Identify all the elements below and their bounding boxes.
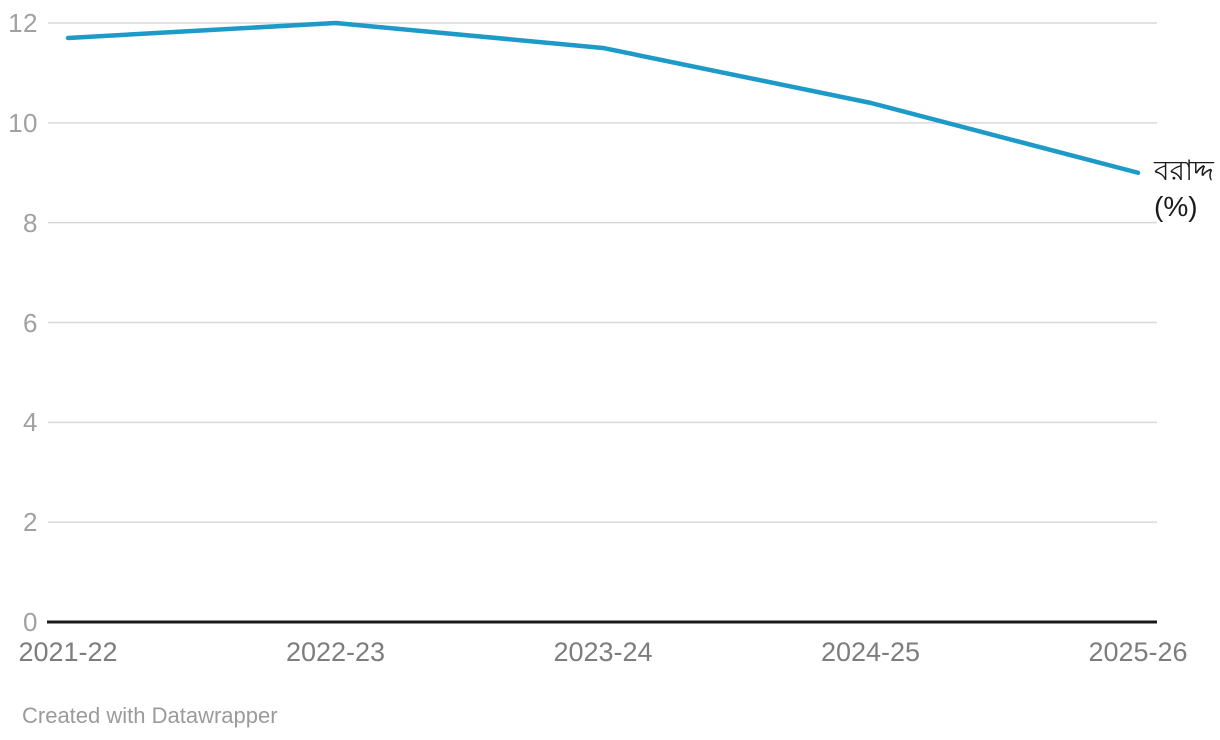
datawrapper-credit: Created with Datawrapper xyxy=(22,703,278,728)
series-label-unit: (%) xyxy=(1154,191,1198,222)
y-axis-tick-label: 6 xyxy=(23,307,38,338)
series-label: বরাদ্দ (%) xyxy=(1154,153,1214,225)
x-axis-tick-label: 2024-25 xyxy=(820,637,921,667)
x-axis-tick-label: 2025-26 xyxy=(1088,637,1188,667)
y-axis-tick-label: 0 xyxy=(23,607,38,637)
y-axis-tick-label: 12 xyxy=(8,8,38,38)
x-axis-tick-label: 2021-22 xyxy=(18,637,118,667)
x-axis-tick-label: 2022-23 xyxy=(285,637,386,667)
y-axis-tick-label: 8 xyxy=(23,207,38,238)
x-axis-tick-label: 2023-24 xyxy=(553,637,653,667)
y-axis-tick-label: 10 xyxy=(8,107,38,138)
y-axis-tick-label: 4 xyxy=(23,407,38,438)
series-line xyxy=(65,20,1141,175)
y-axis-tick-label: 2 xyxy=(23,507,38,538)
series-label-name: বরাদ্দ xyxy=(1154,155,1214,186)
